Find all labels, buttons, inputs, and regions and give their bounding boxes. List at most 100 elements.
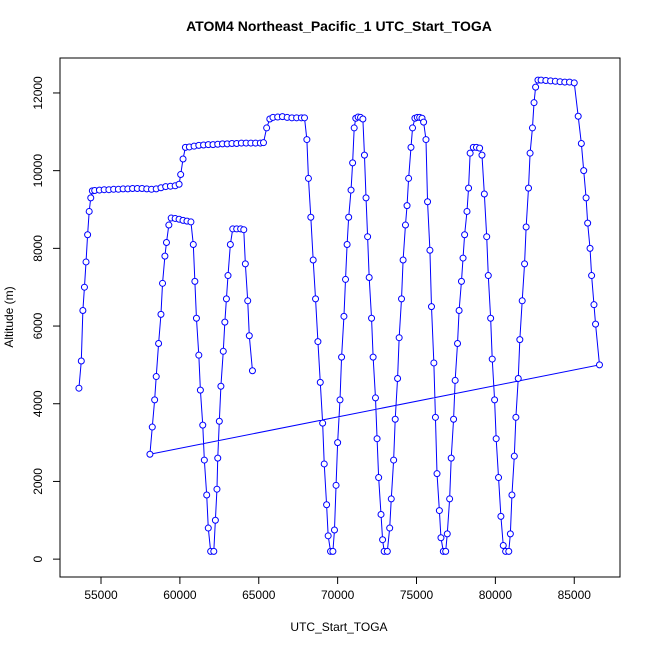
x-tick-label: 55000 (84, 588, 118, 602)
data-point (505, 547, 513, 555)
x-tick-label: 60000 (163, 588, 197, 602)
data-point (433, 470, 441, 478)
data-point (175, 180, 183, 188)
data-point (398, 295, 406, 303)
data-point (350, 124, 358, 132)
data-point (213, 485, 221, 493)
data-point (259, 139, 267, 147)
data-point (487, 314, 495, 322)
data-point (420, 118, 428, 126)
data-point (424, 198, 432, 206)
data-point (338, 353, 346, 361)
data-point (359, 115, 367, 123)
data-point (592, 320, 600, 328)
data-point (340, 312, 348, 320)
data-point (457, 277, 465, 285)
data-point (443, 530, 451, 538)
data-point (492, 435, 500, 443)
data-point (196, 386, 204, 394)
data-point (155, 340, 163, 348)
data-point (369, 353, 377, 361)
data-point (162, 239, 170, 247)
data-point (165, 221, 173, 229)
data-point (437, 534, 445, 542)
data-point (582, 194, 590, 202)
data-point (580, 167, 588, 175)
data-point (195, 351, 203, 359)
data-point (465, 184, 473, 192)
data-point (459, 254, 467, 262)
data-point (373, 435, 381, 443)
data-point (409, 124, 417, 132)
data-point (506, 530, 514, 538)
data-point (345, 213, 353, 221)
data-point (476, 144, 484, 152)
data-point (148, 423, 156, 431)
y-tick-label: 0 (31, 555, 45, 562)
x-tick-label: 65000 (242, 588, 276, 602)
data-point (324, 532, 332, 540)
data-point (508, 491, 516, 499)
data-point (219, 347, 227, 355)
data-point (365, 273, 373, 281)
data-point (157, 310, 165, 318)
data-point (329, 547, 337, 555)
data-point (395, 334, 403, 342)
data-point (526, 149, 534, 157)
data-point (151, 396, 159, 404)
data-point (488, 355, 496, 363)
data-point (570, 79, 578, 87)
data-point (77, 357, 85, 365)
data-point (466, 149, 474, 157)
data-point (75, 384, 83, 392)
data-point (192, 314, 200, 322)
data-point (584, 219, 592, 227)
data-point (191, 277, 199, 285)
data-point (334, 439, 342, 447)
y-tick-label: 2000 (31, 468, 45, 495)
data-point (187, 218, 195, 226)
data-point (82, 258, 90, 266)
data-point (532, 83, 540, 91)
data-point (304, 174, 312, 182)
y-tick-label: 12000 (31, 76, 45, 110)
data-point (590, 301, 598, 309)
data-point (394, 374, 402, 382)
data-point (516, 336, 524, 344)
data-point (362, 194, 370, 202)
data-point (309, 256, 317, 264)
data-point (430, 359, 438, 367)
y-tick-label: 8000 (31, 235, 45, 262)
data-point (161, 252, 169, 260)
data-point (221, 318, 229, 326)
data-point (586, 244, 594, 252)
data-point (528, 124, 536, 132)
data-point (450, 415, 458, 423)
data-point (451, 376, 459, 384)
x-tick-label: 85000 (558, 588, 592, 602)
data-point (215, 417, 223, 425)
data-point (427, 303, 435, 311)
data-point (510, 452, 518, 460)
data-point (240, 226, 248, 234)
data-point (491, 396, 499, 404)
series-line (78, 79, 601, 552)
data-point (512, 413, 520, 421)
data-point (530, 99, 538, 107)
data-point (391, 415, 399, 423)
data-point (210, 547, 218, 555)
data-point (179, 155, 187, 163)
data-point (79, 307, 87, 315)
data-point (442, 547, 450, 555)
y-tick-label: 6000 (31, 312, 45, 339)
data-point (525, 184, 533, 192)
data-point (177, 171, 185, 179)
plot-frame (59, 57, 621, 578)
data-point (200, 456, 208, 464)
y-axis-label: Altitude (m) (2, 286, 16, 347)
data-point (303, 136, 311, 144)
data-point (342, 275, 350, 283)
data-point (522, 223, 530, 231)
data-point (431, 413, 439, 421)
